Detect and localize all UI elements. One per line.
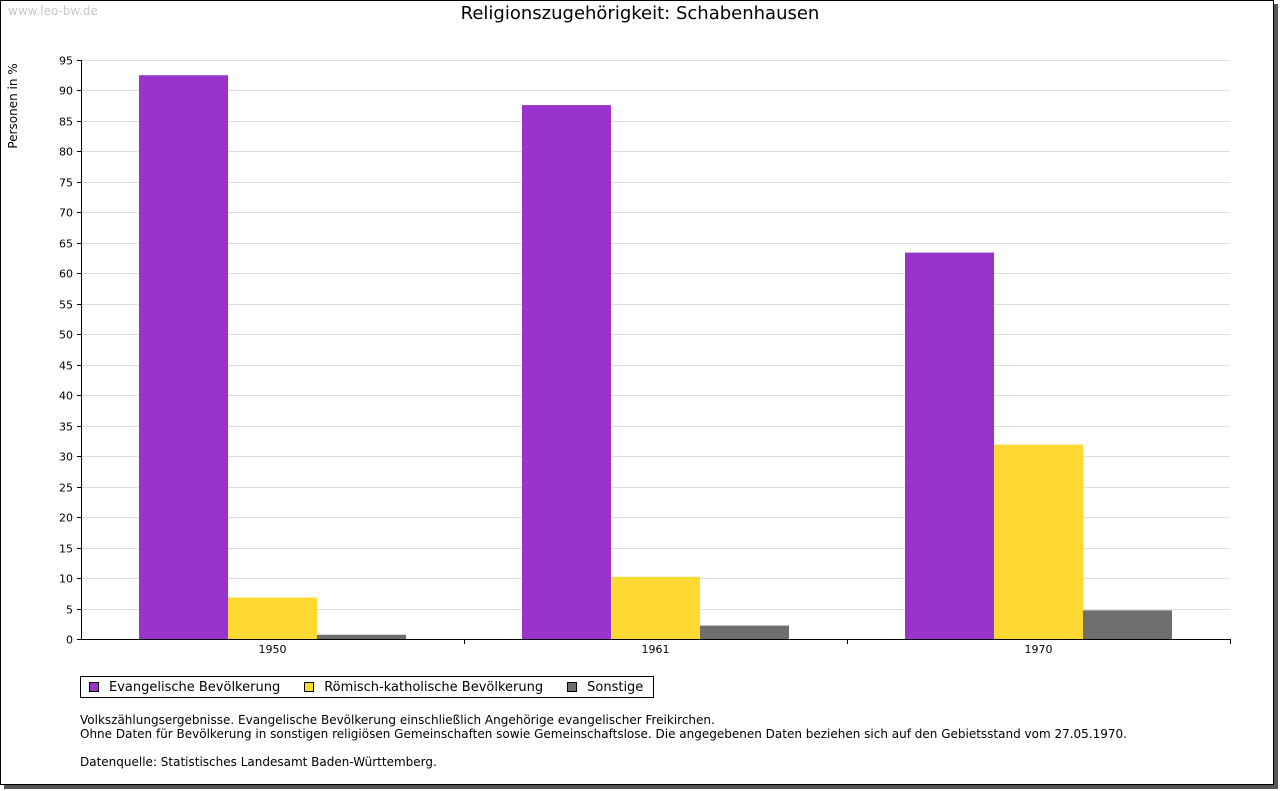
legend-swatch	[89, 682, 99, 692]
y-tick-label: 50	[59, 329, 73, 342]
y-tick-label: 15	[59, 543, 73, 556]
y-axis-label: Personen in %	[6, 63, 20, 148]
y-tick-label: 75	[59, 177, 73, 190]
legend-item: Römisch-katholische Bevölkerung	[304, 680, 543, 695]
axes: 0 5 10 15 20 25 30 35 40 45 50 55 60 65 70 75 80 85 90 95 19…	[59, 55, 1231, 656]
note-line-2: Ohne Daten für Bevölkerung in sonstigen …	[80, 727, 1127, 741]
y-tick-label: 80	[59, 146, 73, 159]
y-tick-label: 0	[66, 634, 73, 647]
y-tick-label: 25	[59, 482, 73, 495]
y-tick-label: 65	[59, 238, 73, 251]
legend-label: Römisch-katholische Bevölkerung	[324, 679, 544, 695]
x-tick-label: 1961	[642, 643, 670, 656]
bar-1961-0	[522, 105, 611, 639]
y-tick-label: 20	[59, 512, 73, 525]
bar-1950-0	[139, 75, 228, 640]
bar-1950-1	[228, 597, 317, 639]
y-tick-label: 5	[66, 604, 73, 617]
data-source: Datenquelle: Statistisches Landesamt Bad…	[80, 755, 437, 769]
legend-label: Sonstige	[587, 679, 644, 695]
legend-item: Sonstige	[567, 680, 643, 695]
y-tick-label: 10	[59, 573, 73, 586]
y-tick-label: 30	[59, 451, 73, 464]
y-tick-label: 40	[59, 390, 73, 403]
legend-item: Evangelische Bevölkerung	[89, 680, 280, 695]
chart-title: Religionszugehörigkeit: Schabenhausen	[460, 3, 820, 24]
y-tick-label: 90	[59, 85, 73, 98]
y-tick-label: 85	[59, 116, 73, 129]
x-tick-label: 1970	[1025, 643, 1053, 656]
bars	[139, 75, 1172, 640]
y-tick-label: 45	[59, 360, 73, 373]
legend-swatch	[304, 682, 315, 692]
bar-1950-2	[317, 634, 406, 639]
x-tick-label: 1950	[259, 643, 287, 656]
y-tick-label: 60	[59, 268, 73, 281]
watermark: www.leo-bw.de	[8, 4, 98, 18]
y-tick-label: 95	[59, 55, 73, 68]
bar-1970-1	[994, 444, 1083, 639]
chart-notes: Volkszählungsergebnisse. Evangelische Be…	[80, 713, 1127, 769]
legend-label: Evangelische Bevölkerung	[109, 679, 281, 695]
bar-1961-2	[700, 625, 789, 639]
y-tick-label: 55	[59, 299, 73, 312]
y-tick-label: 70	[59, 207, 73, 220]
legend: Evangelische Bevölkerung Römisch-katholis…	[80, 676, 655, 698]
bar-1970-2	[1083, 610, 1172, 639]
y-tick-label: 35	[59, 421, 73, 434]
bar-1970-0	[905, 252, 994, 639]
note-line-1: Volkszählungsergebnisse. Evangelische Be…	[80, 713, 715, 727]
legend-swatch	[567, 682, 578, 692]
bar-1961-1	[611, 576, 700, 639]
